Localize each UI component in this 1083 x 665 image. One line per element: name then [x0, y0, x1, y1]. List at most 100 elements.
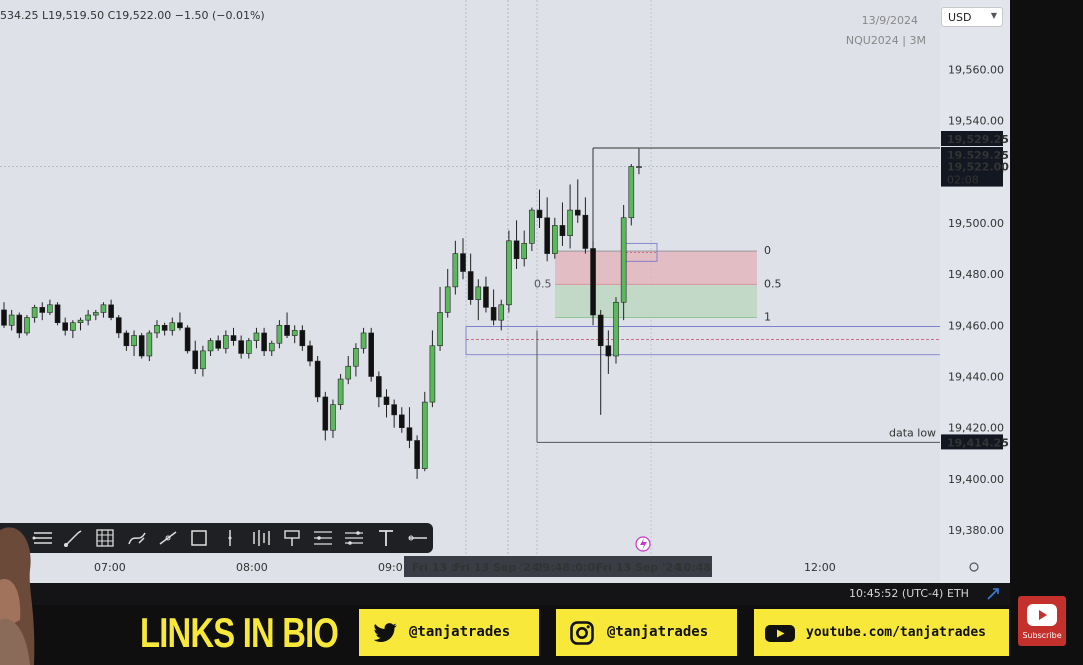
- fib-zone-lower: [555, 284, 757, 318]
- settings-icon[interactable]: [969, 562, 979, 572]
- path-icon[interactable]: [156, 528, 180, 548]
- candle-body-up: [8, 314, 15, 326]
- candle: [513, 220, 520, 269]
- candle-body-down: [177, 322, 183, 329]
- candle-body-up: [521, 243, 528, 260]
- candle: [131, 330, 137, 356]
- compare-icon[interactable]: [986, 587, 1000, 601]
- candle-body-up: [452, 253, 459, 288]
- candle-body-down: [230, 335, 237, 341]
- candle: [383, 389, 390, 418]
- candle-body-up: [506, 240, 512, 306]
- candle: [291, 325, 298, 344]
- pen-icon[interactable]: [125, 528, 149, 548]
- candle-body-up: [437, 312, 443, 347]
- candle-body-up: [330, 404, 336, 431]
- candle: [613, 297, 619, 364]
- symbol-info: NQU2024 | 3M: [845, 34, 926, 47]
- fib-icon[interactable]: [311, 528, 335, 548]
- candle-body-up: [146, 332, 153, 357]
- candle: [574, 179, 581, 223]
- price-chart[interactable]: 00.510.519,560.0019,540.0019,520.0019,50…: [0, 0, 1010, 600]
- candle-body-down: [16, 314, 23, 334]
- candle-body-up: [291, 330, 298, 336]
- fib-label: 0: [764, 244, 771, 257]
- candle-body-up: [246, 340, 252, 354]
- candle: [398, 407, 405, 433]
- y-tick-label: 19,460.00: [948, 319, 1004, 332]
- grid-icon[interactable]: [93, 528, 117, 548]
- candle-body-up: [276, 324, 283, 344]
- links-title: LINKS IN BIO: [140, 609, 339, 656]
- y-tick-label: 19,380.00: [948, 524, 1004, 537]
- session-type[interactable]: ETH: [947, 587, 969, 600]
- candle-body-up: [77, 319, 84, 324]
- candle: [429, 330, 436, 408]
- links-banner: LINKS IN BIO @tanjatrades @tanjatrades y…: [0, 605, 1083, 665]
- youtube-link[interactable]: youtube.com/tanjatrades: [754, 609, 1009, 656]
- candle-body-down: [536, 209, 543, 219]
- candle: [452, 240, 459, 295]
- candle-body-down: [483, 286, 489, 308]
- candle-body-down: [597, 314, 604, 347]
- chart-date: 13/9/2024: [861, 14, 918, 27]
- candle: [24, 315, 30, 336]
- bars-pattern-icon[interactable]: [249, 528, 273, 548]
- candle: [521, 230, 528, 267]
- rectangle-icon[interactable]: [187, 528, 211, 548]
- subscribe-label: Subscribe: [1022, 631, 1062, 640]
- brush-icon[interactable]: [62, 528, 86, 548]
- candle: [246, 338, 252, 359]
- chart-pane[interactable]: 00.510.519,560.0019,540.0019,520.0019,50…: [0, 0, 1010, 600]
- y-tick-label: 19,500.00: [948, 217, 1004, 230]
- youtube-url: youtube.com/tanjatrades: [806, 625, 987, 640]
- twitter-link[interactable]: @tanjatrades: [359, 609, 539, 656]
- time-highlight-label: Fri 13 Sep '24: [454, 561, 539, 574]
- candle: [605, 330, 612, 374]
- candle: [184, 325, 191, 354]
- price-label-box: [941, 147, 1003, 162]
- candle-body-down: [414, 440, 420, 469]
- candle-body-down: [605, 345, 612, 357]
- candle: [544, 197, 550, 262]
- candle: [200, 345, 206, 377]
- price-label-box: [941, 131, 1003, 146]
- horizontal-lines-icon[interactable]: [31, 528, 55, 548]
- candle: [360, 327, 367, 354]
- candle: [192, 340, 199, 374]
- candle: [498, 299, 505, 331]
- subscribe-button[interactable]: Subscribe: [1018, 596, 1066, 646]
- candle: [223, 330, 229, 354]
- vertical-line-icon[interactable]: [218, 528, 242, 548]
- x-tick-label: 09:0: [378, 561, 403, 574]
- ray-icon[interactable]: [405, 528, 429, 548]
- candle: [376, 371, 382, 408]
- range-icon[interactable]: [342, 528, 366, 548]
- candle: [54, 302, 61, 326]
- candle: [169, 317, 176, 336]
- currency-select[interactable]: USD ▼: [941, 7, 1003, 27]
- candle-body-up: [360, 332, 367, 349]
- candle-body-down: [460, 253, 466, 272]
- candle: [582, 197, 589, 254]
- text-icon[interactable]: [374, 528, 398, 548]
- instagram-link[interactable]: @tanjatrades: [556, 609, 737, 656]
- clock[interactable]: 10:45:52 (UTC-4): [849, 587, 944, 600]
- candle-body-down: [192, 350, 199, 370]
- y-tick-label: 19,540.00: [948, 114, 1004, 127]
- candle-body-down: [161, 324, 168, 331]
- price-label: 19,529.25: [947, 133, 1009, 146]
- candle: [215, 335, 221, 351]
- candle-body-down: [513, 240, 520, 260]
- candle: [337, 373, 344, 410]
- candle-body-down: [108, 304, 114, 318]
- candle-body-up: [100, 304, 107, 313]
- marker-icon[interactable]: [280, 528, 304, 548]
- candle: [238, 335, 244, 359]
- candle-body-up: [169, 322, 176, 331]
- candle: [62, 317, 69, 336]
- candle: [406, 407, 413, 449]
- candle: [467, 253, 474, 305]
- candle-body-down: [490, 307, 497, 321]
- candle: [161, 322, 168, 336]
